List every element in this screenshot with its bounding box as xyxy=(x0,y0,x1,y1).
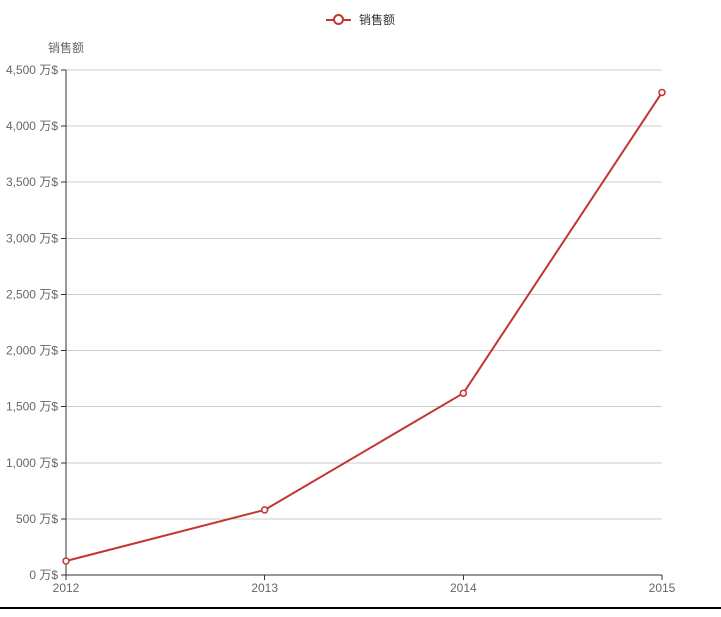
y-tick-label: 4,500 万$ xyxy=(6,63,58,77)
series-line xyxy=(65,91,663,562)
line-series-marker-icon xyxy=(325,13,351,26)
x-tick-label: 2015 xyxy=(649,581,676,595)
y-tick-label: 500 万$ xyxy=(16,512,58,526)
x-tick-label: 2013 xyxy=(251,581,278,595)
y-tick-label: 2,500 万$ xyxy=(6,287,58,301)
y-tick-label: 4,000 万$ xyxy=(6,119,58,133)
y-axis-title: 销售额 xyxy=(48,41,85,55)
data-point[interactable] xyxy=(459,389,468,397)
line-chart-canvas: 0 万$ 500 万$ 1,000 万$ 1,500 万$ 2,000 万$ 2,500 … xyxy=(6,63,676,595)
y-tick-label: 0 万$ xyxy=(29,568,58,582)
bottom-divider xyxy=(0,607,721,609)
data-point[interactable] xyxy=(658,88,666,97)
legend-item-sales[interactable]: 销售额 xyxy=(325,11,395,28)
y-tick-label: 1,500 万$ xyxy=(6,400,58,414)
x-tick-label: 2014 xyxy=(450,581,477,595)
y-tick-label: 3,000 万$ xyxy=(6,231,58,245)
data-point[interactable] xyxy=(62,557,70,565)
x-tick-label: 2012 xyxy=(53,581,80,595)
y-tick-label: 1,000 万$ xyxy=(6,456,58,470)
y-tick-label: 3,500 万$ xyxy=(6,175,58,189)
y-tick-label: 2,000 万$ xyxy=(6,344,58,358)
chart-legend: 销售额 xyxy=(0,11,721,28)
legend-label: 销售额 xyxy=(358,13,395,27)
legend-circle-icon xyxy=(332,13,344,25)
data-point[interactable] xyxy=(260,506,269,514)
